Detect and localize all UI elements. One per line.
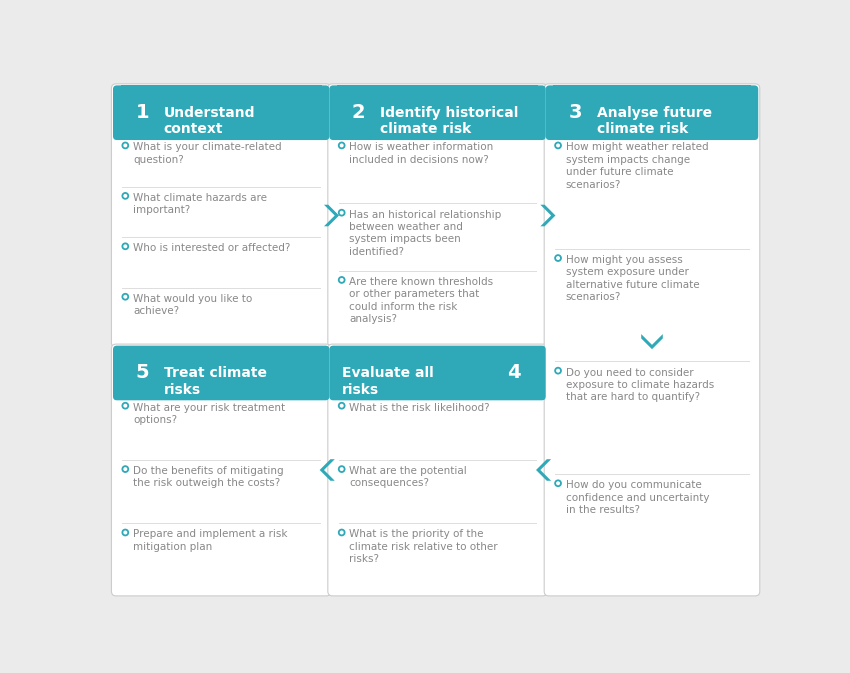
FancyBboxPatch shape <box>329 85 546 140</box>
Circle shape <box>123 404 127 408</box>
FancyBboxPatch shape <box>113 346 329 400</box>
Circle shape <box>122 293 129 301</box>
Circle shape <box>127 97 157 128</box>
Circle shape <box>556 481 560 485</box>
Text: How is weather information
included in decisions now?: How is weather information included in d… <box>349 143 494 165</box>
Circle shape <box>340 278 343 282</box>
Circle shape <box>122 242 129 250</box>
Circle shape <box>337 276 346 284</box>
Text: Understand
context: Understand context <box>164 106 255 137</box>
Circle shape <box>554 254 562 262</box>
Circle shape <box>498 357 529 388</box>
Polygon shape <box>320 459 335 481</box>
Text: Are there known thresholds
or other parameters that
could inform the risk
analys: Are there known thresholds or other para… <box>349 277 494 324</box>
Bar <box>333 373 542 396</box>
Circle shape <box>123 143 127 147</box>
Text: 4: 4 <box>507 363 520 382</box>
Circle shape <box>123 295 127 299</box>
Polygon shape <box>536 459 551 481</box>
FancyBboxPatch shape <box>546 85 758 140</box>
Text: Has an historical relationship
between weather and
system impacts been
identifie: Has an historical relationship between w… <box>349 209 502 257</box>
Text: How might you assess
system exposure under
alternative future climate
scenarios?: How might you assess system exposure und… <box>566 255 700 302</box>
Circle shape <box>337 402 346 410</box>
Circle shape <box>559 97 591 128</box>
Text: Identify historical
climate risk: Identify historical climate risk <box>380 106 518 137</box>
Text: What is the risk likelihood?: What is the risk likelihood? <box>349 402 490 413</box>
Circle shape <box>127 357 157 388</box>
Circle shape <box>337 465 346 473</box>
Text: Who is interested or affected?: Who is interested or affected? <box>133 243 291 253</box>
Text: How do you communicate
confidence and uncertainty
in the results?: How do you communicate confidence and un… <box>566 481 709 515</box>
Text: What are the potential
consequences?: What are the potential consequences? <box>349 466 468 489</box>
Text: How might weather related
system impacts change
under future climate
scenarios?: How might weather related system impacts… <box>566 143 708 190</box>
Circle shape <box>122 529 129 536</box>
Text: Treat climate
risks: Treat climate risks <box>164 366 267 396</box>
Bar <box>333 112 542 136</box>
Bar <box>116 373 326 396</box>
Bar <box>550 112 755 136</box>
Text: Prepare and implement a risk
mitigation plan: Prepare and implement a risk mitigation … <box>133 530 287 552</box>
Bar <box>121 346 321 353</box>
Bar <box>553 85 751 93</box>
Text: 5: 5 <box>135 363 149 382</box>
Circle shape <box>556 256 560 260</box>
Bar <box>116 112 326 136</box>
Circle shape <box>123 467 127 471</box>
Circle shape <box>122 192 129 200</box>
Circle shape <box>337 141 346 149</box>
Text: 1: 1 <box>135 103 149 122</box>
Circle shape <box>337 529 346 536</box>
Circle shape <box>337 209 346 217</box>
Circle shape <box>122 465 129 473</box>
Text: Do you need to consider
exposure to climate hazards
that are hard to quantify?: Do you need to consider exposure to clim… <box>566 367 714 402</box>
Circle shape <box>554 479 562 487</box>
Bar <box>337 346 538 353</box>
Polygon shape <box>324 205 339 226</box>
Bar <box>121 85 321 93</box>
Circle shape <box>123 194 127 198</box>
Text: What is the priority of the
climate risk relative to other
risks?: What is the priority of the climate risk… <box>349 530 498 564</box>
Text: 3: 3 <box>569 103 581 122</box>
Circle shape <box>123 530 127 534</box>
Circle shape <box>340 404 343 408</box>
FancyBboxPatch shape <box>111 84 331 347</box>
Circle shape <box>122 402 129 410</box>
Circle shape <box>123 244 127 248</box>
FancyBboxPatch shape <box>113 85 329 140</box>
Circle shape <box>340 143 343 147</box>
Text: Analyse future
climate risk: Analyse future climate risk <box>597 106 711 137</box>
FancyBboxPatch shape <box>111 344 331 596</box>
FancyBboxPatch shape <box>544 84 760 596</box>
Circle shape <box>554 367 562 374</box>
Text: What climate hazards are
important?: What climate hazards are important? <box>133 192 267 215</box>
Circle shape <box>556 369 560 373</box>
Circle shape <box>556 143 560 147</box>
Circle shape <box>340 467 343 471</box>
Circle shape <box>554 141 562 149</box>
FancyBboxPatch shape <box>328 344 547 596</box>
Text: Do the benefits of mitigating
the risk outweigh the costs?: Do the benefits of mitigating the risk o… <box>133 466 284 489</box>
Circle shape <box>343 97 374 128</box>
Text: What would you like to
achieve?: What would you like to achieve? <box>133 293 252 316</box>
Text: 2: 2 <box>352 103 366 122</box>
Text: Evaluate all
risks: Evaluate all risks <box>342 366 434 396</box>
Circle shape <box>340 530 343 534</box>
Polygon shape <box>641 334 663 349</box>
Circle shape <box>122 141 129 149</box>
FancyBboxPatch shape <box>329 346 546 400</box>
Circle shape <box>340 211 343 215</box>
Text: What is your climate-related
question?: What is your climate-related question? <box>133 143 281 165</box>
Bar <box>337 85 538 93</box>
Text: What are your risk treatment
options?: What are your risk treatment options? <box>133 402 285 425</box>
FancyBboxPatch shape <box>328 84 547 347</box>
Polygon shape <box>541 205 555 226</box>
